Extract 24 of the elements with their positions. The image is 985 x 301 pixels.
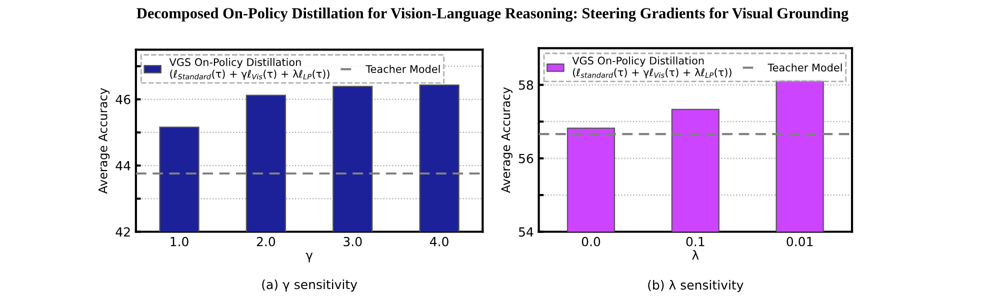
y-tick-label: 42 [116, 227, 130, 237]
y-tick-label: 56 [518, 154, 534, 164]
x-tick-label: 4.0 [430, 236, 448, 246]
x-tick-label: 0.01 [786, 236, 813, 246]
y-axis-title: Average Accuracy [501, 87, 512, 193]
x-axis-title: λ [692, 250, 699, 260]
x-axis-title: γ [306, 252, 313, 262]
y-axis-title: Average Accuracy [98, 88, 110, 194]
y-tick-label: 44 [116, 161, 130, 170]
legend-label: VGS On-Policy Distillation (ℓ$_{Standard}$(τ) + γℓ$_{Vis}$(τ) + λℓ$_{LP}$(τ)) [169, 58, 330, 80]
legend-label: Teacher Model [768, 63, 842, 72]
x-tick-label: 2.0 [256, 236, 276, 246]
text: (a) γ sensitivity [262, 279, 358, 292]
x-tick-label: 3.0 [344, 236, 362, 246]
text: (b) λ sensitivity [648, 280, 744, 292]
text: Decomposed On-Policy Distillation for Vision-Language Reasoning: Steering Gradients for Visual Grounding [136, 8, 848, 22]
y-tick-label: 54 [518, 227, 534, 237]
x-tick-label: 0.1 [686, 236, 704, 246]
legend-label: VGS On-Policy Distillation (ℓ$_{standard}$(τ) + γℓ$_{Vis}$(τ) + λℓ$_{LP}$(τ)) [572, 56, 732, 78]
y-tick-label: 58 [518, 80, 534, 90]
x-tick-label: 1.0 [170, 236, 188, 246]
y-tick-label: 46 [116, 94, 130, 104]
x-tick-label: 0.0 [582, 236, 600, 246]
legend-label: Teacher Model [366, 64, 440, 73]
